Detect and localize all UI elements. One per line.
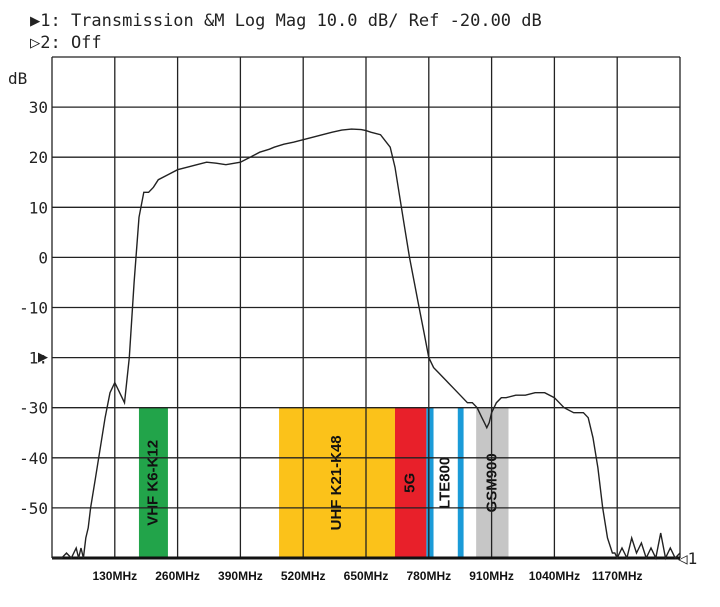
y-tick-label: 10	[29, 198, 48, 217]
band-rect	[476, 407, 509, 558]
x-tick-label: 130MHz	[92, 569, 137, 583]
x-tick-label: 1040MHz	[529, 569, 580, 583]
y-tick-label: 20	[29, 148, 48, 167]
y-tick-label: 0	[38, 248, 48, 267]
band-rect	[433, 407, 458, 558]
band-rect	[138, 407, 168, 558]
x-tick-label: 520MHz	[281, 569, 326, 583]
y-axis-label: dB	[8, 69, 27, 88]
x-tick-labels: 130MHz 260MHz 390MHz 520MHz 650MHz 780MHz 910M…	[92, 569, 642, 583]
ref-level-marker-icon	[38, 352, 48, 363]
x-tick-label: 1170MHz	[592, 569, 643, 583]
y-tick-label: 30	[29, 98, 48, 117]
trace1-header: ▶1: Transmission &M Log Mag 10.0 dB/ Ref…	[30, 11, 542, 31]
band-rect	[279, 407, 395, 558]
x-tick-label: 390MHz	[218, 569, 263, 583]
band-label: VHF K6-K12	[144, 440, 161, 526]
x-tick-label: 910MHz	[469, 569, 514, 583]
band-rect	[394, 407, 427, 558]
x-tick-label: 260MHz	[155, 569, 200, 583]
band-label: UHF K21-K48	[328, 435, 345, 530]
x-tick-label: 780MHz	[406, 569, 451, 583]
trace-line	[52, 128, 681, 561]
x-tick-label: 650MHz	[344, 569, 389, 583]
band-label: LTE800	[437, 457, 454, 509]
y-tick-label: -50	[19, 499, 48, 518]
band-rect	[426, 407, 434, 558]
y-tick-label: -10	[19, 299, 48, 318]
trace2-header: ▷2: Off	[30, 33, 102, 53]
frequency-bands: VHF K6-K12 UHF K21-K48 5G LTE800 GSM900	[138, 407, 509, 558]
y-tick-label: -30	[19, 399, 48, 418]
band-rect	[457, 407, 464, 558]
grid	[51, 56, 681, 560]
trace-layer	[52, 128, 681, 561]
band-label: 5G	[402, 473, 419, 493]
y-tick-label: -40	[19, 449, 48, 468]
trace-end-marker: ◁1	[678, 549, 697, 568]
